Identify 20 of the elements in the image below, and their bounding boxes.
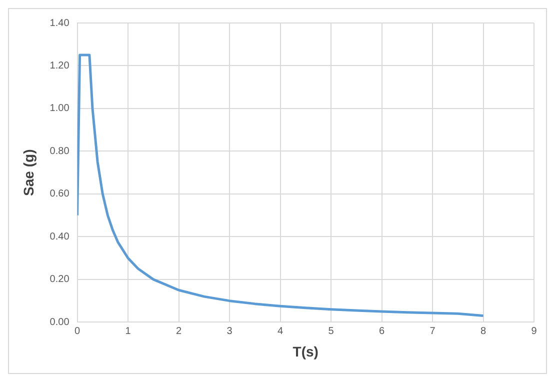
x-tick-label: 5 — [328, 326, 334, 337]
x-tick-label: 3 — [226, 326, 233, 337]
x-axis-title: T(s) — [292, 343, 318, 360]
y-tick-label: 0.20 — [50, 274, 70, 286]
x-tick-label: 2 — [176, 326, 182, 337]
y-tick-label: 0.80 — [50, 146, 70, 157]
y-tick-label: 0.60 — [50, 188, 70, 200]
x-tick-label: 1 — [125, 326, 132, 337]
y-tick-label: 0.40 — [50, 231, 70, 242]
x-tick-label: 6 — [378, 326, 385, 337]
x-tick-label: 9 — [531, 326, 538, 337]
x-tick-label: 8 — [480, 326, 486, 337]
x-tick-label: 7 — [430, 326, 436, 337]
x-tick-label: 4 — [277, 326, 284, 337]
y-tick-label: 1.40 — [50, 18, 70, 29]
x-tick-label: 0 — [74, 326, 80, 337]
y-tick-label: 1.20 — [50, 60, 70, 72]
y-tick-label: 1.00 — [50, 103, 70, 114]
y-tick-label: 0.00 — [50, 316, 70, 328]
y-axis-title: Sae (g) — [20, 149, 36, 196]
